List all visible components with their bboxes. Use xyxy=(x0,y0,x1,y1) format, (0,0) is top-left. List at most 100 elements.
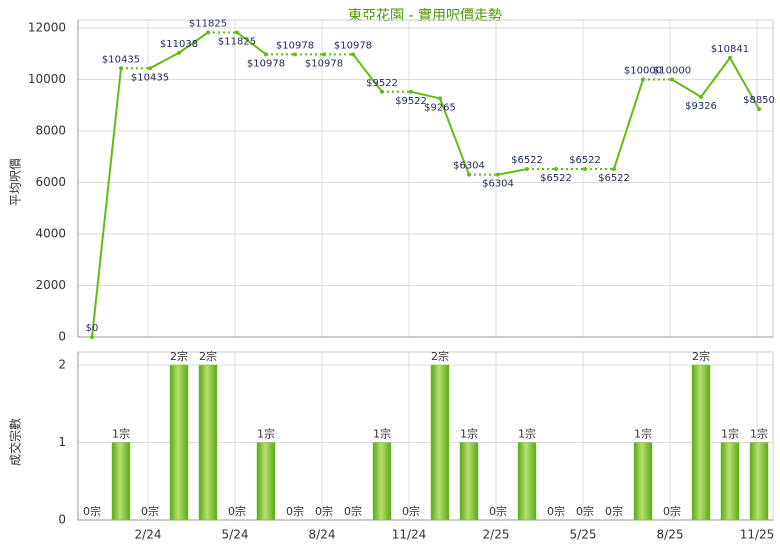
data-label: 1宗 xyxy=(634,427,652,441)
line-segment xyxy=(497,168,528,176)
data-label: 1宗 xyxy=(518,427,536,441)
line-segment xyxy=(700,57,731,98)
data-label: $11825 xyxy=(189,19,227,30)
data-label: 2宗 xyxy=(170,349,188,363)
bar xyxy=(633,442,653,521)
data-label: $10000 xyxy=(624,66,662,77)
point xyxy=(670,77,674,82)
data-label: 1宗 xyxy=(257,427,275,441)
data-label: $6522 xyxy=(598,173,630,184)
x-tick-label: 11/25 xyxy=(740,528,775,542)
y-tick-label: 10000 xyxy=(28,72,66,86)
point xyxy=(293,52,297,57)
point xyxy=(757,107,761,112)
point xyxy=(351,52,355,57)
bar xyxy=(111,442,131,521)
point xyxy=(525,167,529,172)
point xyxy=(496,172,500,177)
chart-title: 東亞花園 - 實用呎價走勢 xyxy=(348,7,502,24)
data-label: $10978 xyxy=(305,58,343,69)
data-label: 0宗 xyxy=(605,504,623,518)
data-label: 0宗 xyxy=(663,504,681,518)
line-segment xyxy=(439,98,470,176)
point xyxy=(554,167,558,172)
data-label: 1宗 xyxy=(373,427,391,441)
y-tick-label: 0 xyxy=(58,513,66,527)
point xyxy=(612,167,616,172)
data-label: $6522 xyxy=(569,155,601,166)
line-segment xyxy=(178,31,209,54)
data-label: $9265 xyxy=(424,102,456,113)
point xyxy=(409,89,413,94)
bar xyxy=(430,364,450,521)
bar xyxy=(169,364,189,521)
point xyxy=(235,30,239,35)
x-tick-label: 5/25 xyxy=(570,528,597,542)
data-label: $10000 xyxy=(653,66,691,77)
x-tick-label: 8/24 xyxy=(309,528,336,542)
point xyxy=(641,77,645,82)
data-label: $6522 xyxy=(540,173,572,184)
y-tick-label: 8000 xyxy=(35,124,66,138)
point xyxy=(380,89,384,94)
bar xyxy=(691,364,711,521)
data-label: 0宗 xyxy=(83,504,101,518)
y-axis-title: 平均呎價 xyxy=(9,158,23,206)
data-label: $10841 xyxy=(711,44,749,55)
data-label: 0宗 xyxy=(315,504,333,518)
line-segment xyxy=(729,57,760,110)
bar xyxy=(720,442,740,521)
data-label: 2宗 xyxy=(199,349,217,363)
point xyxy=(206,30,210,35)
data-label: 2宗 xyxy=(692,349,710,363)
y-tick-label: 0 xyxy=(58,330,66,344)
point xyxy=(699,94,703,99)
data-label: 0宗 xyxy=(547,504,565,518)
x-tick-label: 11/24 xyxy=(392,528,427,542)
data-label: 0宗 xyxy=(286,504,304,518)
y-tick-label: 2000 xyxy=(35,278,66,292)
point xyxy=(264,52,268,57)
y-tick-label: 2 xyxy=(58,358,66,372)
data-label: $10978 xyxy=(276,40,314,51)
bar xyxy=(459,442,479,521)
y-tick-label: 1 xyxy=(58,435,66,449)
bar xyxy=(372,442,392,521)
data-label: $6522 xyxy=(511,155,543,166)
data-label: 0宗 xyxy=(489,504,507,518)
bar xyxy=(517,442,537,521)
data-label: $10978 xyxy=(247,58,285,69)
x-tick-label: 8/25 xyxy=(657,528,684,542)
y-tick-label: 12000 xyxy=(28,21,66,35)
point xyxy=(90,335,94,339)
bar xyxy=(198,364,218,521)
data-label: 1宗 xyxy=(750,427,768,441)
data-label: $10435 xyxy=(131,72,169,83)
line-segment xyxy=(410,90,441,100)
data-label: $9522 xyxy=(395,96,427,107)
data-label: $6304 xyxy=(482,179,514,190)
point xyxy=(467,172,471,177)
data-label: 2宗 xyxy=(431,349,449,363)
data-label: 0宗 xyxy=(344,504,362,518)
data-label: $0 xyxy=(86,323,99,334)
bar xyxy=(256,442,276,521)
point xyxy=(438,96,442,101)
x-tick-label: 2/24 xyxy=(135,528,162,542)
data-label: 1宗 xyxy=(721,427,739,441)
line-segment xyxy=(613,79,644,170)
line-segment xyxy=(236,31,267,56)
data-label: $8850 xyxy=(743,95,775,106)
x-tick-label: 2/25 xyxy=(483,528,510,542)
line-segment xyxy=(352,53,383,93)
data-label: $11038 xyxy=(160,39,198,50)
data-label: 1宗 xyxy=(112,427,130,441)
data-label: $9522 xyxy=(366,78,398,89)
point xyxy=(148,66,152,71)
line-segment xyxy=(91,68,122,338)
line-segment xyxy=(671,78,702,98)
x-tick-label: 5/24 xyxy=(222,528,249,542)
data-label: 1宗 xyxy=(460,427,478,441)
data-label: 0宗 xyxy=(141,504,159,518)
data-label: 0宗 xyxy=(402,504,420,518)
